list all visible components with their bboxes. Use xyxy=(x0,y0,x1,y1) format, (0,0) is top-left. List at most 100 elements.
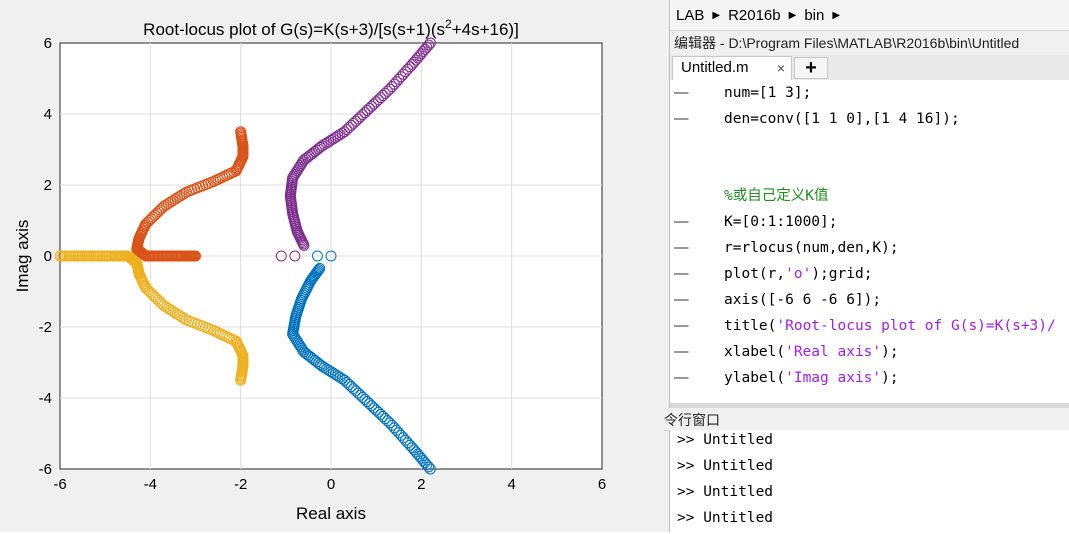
code-line[interactable]: — ylabel('Imag axis'); xyxy=(670,365,1069,391)
code-line[interactable]: %或自己定义K值 xyxy=(670,183,1069,209)
code-token: ); xyxy=(881,344,899,360)
command-history-line: >> Untitled xyxy=(677,510,774,526)
command-window-title: 令行窗口 xyxy=(664,408,1069,431)
locus-branch-3 xyxy=(54,250,249,386)
x-tick-label: -2 xyxy=(234,476,247,493)
locus-point xyxy=(410,54,422,66)
locus-point xyxy=(408,56,420,68)
locus-point xyxy=(415,48,427,60)
figure-window: -6 -4 -2 0 2 4 6 6 4 2 0 -2 -4 -6 Root-locus plot of … xyxy=(0,0,670,532)
x-tick-label: -4 xyxy=(144,476,157,493)
grid-lines xyxy=(60,43,602,469)
breakpoint-marker[interactable]: — xyxy=(674,214,689,230)
code-line[interactable]: — r=rlocus(num,den,K); xyxy=(670,235,1069,261)
locus-point xyxy=(417,46,429,58)
command-history-line: >> Untitled xyxy=(677,432,774,448)
breakpoint-marker[interactable]: — xyxy=(674,85,689,101)
command-history-line: >> Untitled xyxy=(677,458,774,474)
x-tick-label: 4 xyxy=(507,476,515,493)
breadcrumb-bin[interactable]: bin xyxy=(804,6,825,24)
editor-tab-bar: Untitled.m × + xyxy=(670,55,1069,81)
code-token: axis([-6 6 -6 6]); xyxy=(724,292,882,308)
code-line[interactable]: — plot(r,'o');grid; xyxy=(670,261,1069,287)
locus-point xyxy=(417,454,429,466)
locus-point xyxy=(312,357,324,369)
locus-point xyxy=(423,39,435,51)
code-line[interactable]: — num=[1 3]; xyxy=(670,80,1069,106)
y-tick-label: 0 xyxy=(44,248,52,265)
x-tick-label: -6 xyxy=(53,476,66,493)
locus-point xyxy=(178,312,190,324)
code-line[interactable]: — den=conv([1 1 0],[1 4 16]); xyxy=(670,106,1069,132)
panel-divider[interactable] xyxy=(670,403,1069,408)
code-text: den=conv([1 1 0],[1 4 16]); xyxy=(724,106,960,132)
locus-point xyxy=(421,41,433,53)
code-line[interactable]: — title('Root-locus plot of G(s)=K(s+3)/ xyxy=(670,313,1069,339)
breadcrumb-lab[interactable]: LAB xyxy=(676,6,705,24)
code-text: num=[1 3]; xyxy=(724,80,811,106)
locus-branch-4 xyxy=(284,37,436,251)
chevron-right-icon[interactable]: ▶ xyxy=(832,9,841,21)
locus-point xyxy=(423,461,435,473)
x-axis-label: Real axis xyxy=(296,504,366,523)
breakpoint-marker[interactable]: — xyxy=(674,370,689,386)
code-token: xlabel( xyxy=(724,344,786,360)
code-line[interactable]: — axis([-6 6 -6 6]); xyxy=(670,287,1069,313)
breakpoint-marker[interactable]: — xyxy=(674,240,689,256)
y-tick-label: 2 xyxy=(44,177,52,194)
close-icon[interactable]: × xyxy=(776,60,785,76)
breakpoint-marker[interactable]: — xyxy=(674,318,689,334)
string-literal: 'Root-locus plot of G(s)=K(s+3)/ xyxy=(776,318,1056,334)
y-tick-label: 4 xyxy=(44,106,52,123)
code-text: xlabel('Real axis'); xyxy=(724,339,899,365)
code-text: axis([-6 6 -6 6]); xyxy=(724,287,881,313)
locus-point xyxy=(235,126,247,138)
code-token: K=[0:1:1000]; xyxy=(724,214,838,230)
code-token: r=rlocus(num,den,K); xyxy=(724,240,899,256)
locus-point xyxy=(410,446,422,458)
locus-point xyxy=(415,452,427,464)
y-tick-label: -4 xyxy=(39,390,52,407)
path-breadcrumb: LAB ▶ R2016b ▶ bin ▶ xyxy=(670,0,1069,31)
locus-point xyxy=(424,37,436,49)
tab-untitled-m[interactable]: Untitled.m × xyxy=(672,56,792,80)
breakpoint-marker[interactable]: — xyxy=(674,266,689,282)
command-history-line: >> Untitled xyxy=(677,484,774,500)
string-literal: 'Real axis' xyxy=(785,344,882,360)
locus-branch-2 xyxy=(131,126,249,262)
code-token: );grid; xyxy=(811,266,873,282)
editor-title: 编辑器 - D:\Program Files\MATLAB\R2016b\bin… xyxy=(670,31,1069,55)
command-window[interactable]: >> Untitled >> Untitled >> Untitled >> Unti… xyxy=(670,430,1069,532)
y-axis-label: Imag axis xyxy=(13,220,32,293)
breadcrumb-r2016b[interactable]: R2016b xyxy=(728,6,781,24)
code-line[interactable] xyxy=(670,132,1069,158)
locus-point xyxy=(412,448,424,460)
code-line[interactable]: — K=[0:1:1000]; xyxy=(670,209,1069,235)
code-line[interactable]: — xlabel('Real axis'); xyxy=(670,339,1069,365)
code-token: ylabel( xyxy=(724,370,786,386)
locus-point xyxy=(421,459,433,471)
y-tick-label: 6 xyxy=(44,35,52,52)
code-editor[interactable]: — num=[1 3]; — den=conv([1 1 0],[1 4 16]);%… xyxy=(670,80,1069,403)
pole-zero-marker xyxy=(289,250,301,262)
breakpoint-marker[interactable]: — xyxy=(674,344,689,360)
chevron-right-icon: ▶ xyxy=(788,9,797,21)
code-token: title( xyxy=(724,318,777,334)
comment: %或自己定义K值 xyxy=(724,188,829,204)
code-text: ylabel('Imag axis'); xyxy=(724,365,899,391)
root-locus-plot[interactable]: -6 -4 -2 0 2 4 6 6 4 2 0 -2 -4 -6 Root-locus plot of … xyxy=(0,0,669,532)
x-tick-label: 0 xyxy=(327,476,335,493)
locus-point xyxy=(419,457,431,469)
chart-title: Root-locus plot of G(s)=K(s+3)/[s(s+1)(s… xyxy=(143,17,519,39)
code-token: den=conv([1 1 0],[1 4 16]); xyxy=(724,111,960,127)
code-text: K=[0:1:1000]; xyxy=(724,209,838,235)
add-tab-button[interactable]: + xyxy=(794,57,828,79)
locus-point xyxy=(406,58,418,70)
breakpoint-marker[interactable]: — xyxy=(674,292,689,308)
x-tick-label: 6 xyxy=(598,476,606,493)
code-text: plot(r,'o');grid; xyxy=(724,261,872,287)
locus-point xyxy=(414,50,426,62)
tab-label: Untitled.m xyxy=(681,59,749,76)
breakpoint-marker[interactable]: — xyxy=(674,111,689,127)
code-text: title('Root-locus plot of G(s)=K(s+3)/ xyxy=(724,313,1056,339)
